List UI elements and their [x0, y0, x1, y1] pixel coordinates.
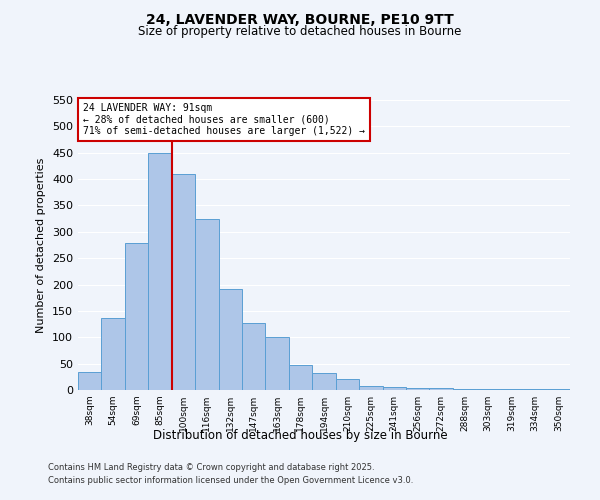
Text: Contains public sector information licensed under the Open Government Licence v3: Contains public sector information licen… — [48, 476, 413, 485]
Text: Contains HM Land Registry data © Crown copyright and database right 2025.: Contains HM Land Registry data © Crown c… — [48, 464, 374, 472]
Bar — [312, 373, 336, 390]
Bar — [547, 389, 570, 390]
Bar — [265, 336, 289, 390]
Bar — [383, 388, 406, 390]
Bar — [101, 318, 125, 390]
Bar — [148, 152, 172, 390]
Bar — [406, 388, 430, 390]
Bar — [78, 372, 101, 390]
Bar — [125, 244, 148, 390]
Bar — [172, 174, 195, 390]
Y-axis label: Number of detached properties: Number of detached properties — [37, 158, 46, 332]
Bar — [336, 380, 359, 390]
Bar — [289, 365, 312, 390]
Bar — [195, 218, 218, 390]
Bar — [218, 289, 242, 390]
Text: Size of property relative to detached houses in Bourne: Size of property relative to detached ho… — [139, 25, 461, 38]
Bar — [359, 386, 383, 390]
Bar — [453, 389, 476, 390]
Bar — [242, 323, 265, 390]
Text: 24 LAVENDER WAY: 91sqm
← 28% of detached houses are smaller (600)
71% of semi-de: 24 LAVENDER WAY: 91sqm ← 28% of detached… — [83, 103, 365, 136]
Bar — [430, 388, 453, 390]
Text: 24, LAVENDER WAY, BOURNE, PE10 9TT: 24, LAVENDER WAY, BOURNE, PE10 9TT — [146, 12, 454, 26]
Text: Distribution of detached houses by size in Bourne: Distribution of detached houses by size … — [152, 428, 448, 442]
